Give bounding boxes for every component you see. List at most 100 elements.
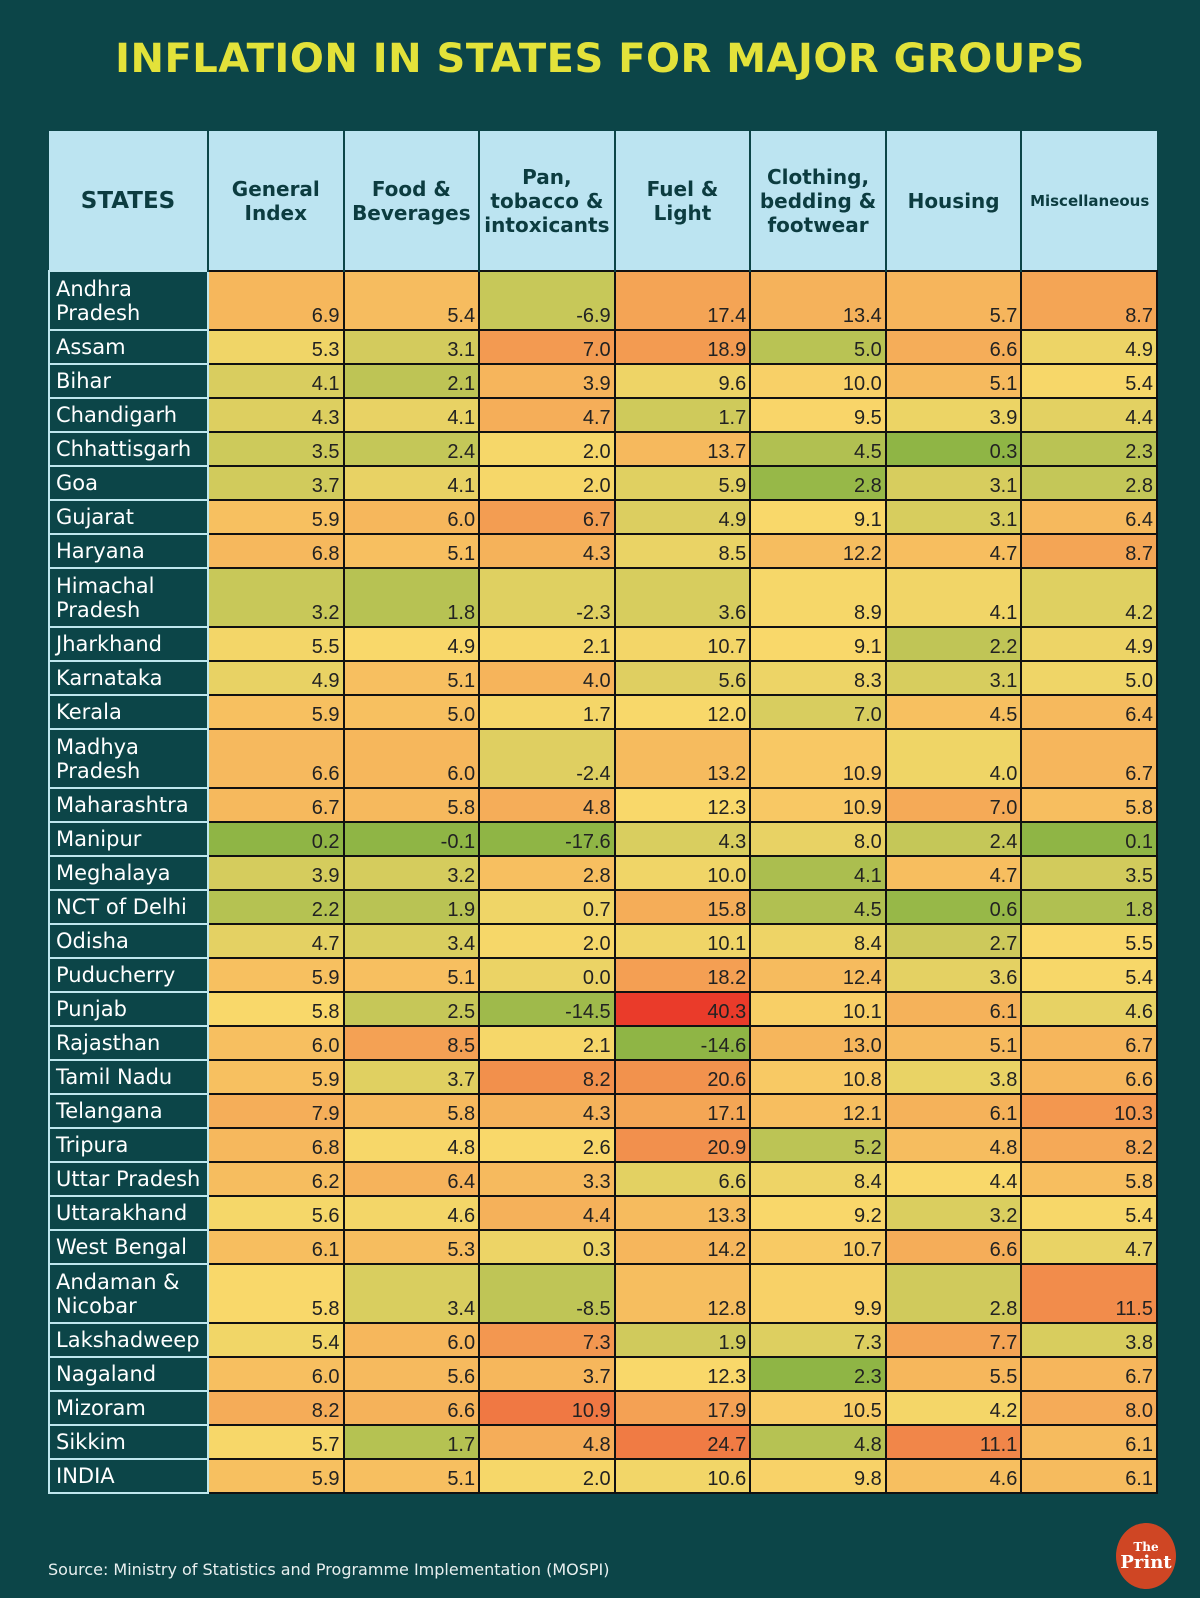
value-cell: 5.1 [342, 1458, 481, 1494]
value-cell: 1.8 [1020, 889, 1158, 925]
value-cell: 2.0 [478, 465, 616, 501]
value-cell: 4.7 [884, 855, 1023, 891]
value-cell: 6.4 [1020, 694, 1158, 730]
table-row: Punjab 5.8 2.5 -14.5 40.3 10.1 6.1 4.6 [48, 991, 1158, 1027]
value-cell: 1.9 [613, 1322, 752, 1358]
value-cell: 17.4 [613, 270, 752, 331]
value-cell: 4.0 [884, 728, 1023, 789]
value-cell: 5.4 [342, 270, 481, 331]
state-name: West Bengal [48, 1229, 209, 1265]
header-pan-tobacco: Pan, tobacco & intoxicants [478, 131, 615, 271]
value-cell: 10.9 [749, 728, 887, 789]
value-cell: 3.5 [207, 431, 345, 467]
value-cell: 5.3 [342, 1229, 481, 1265]
value-cell: 6.6 [613, 1161, 752, 1197]
value-cell: 6.9 [207, 270, 345, 331]
value-cell: 3.7 [478, 1356, 616, 1392]
value-cell: 4.7 [478, 397, 616, 433]
value-cell: 4.7 [1020, 1229, 1158, 1265]
state-name: Meghalaya [48, 855, 209, 891]
value-cell: 3.8 [884, 1059, 1023, 1095]
value-cell: 2.1 [478, 1025, 616, 1061]
value-cell: 4.1 [884, 567, 1023, 628]
value-cell: 2.0 [478, 1458, 616, 1494]
value-cell: 4.7 [884, 533, 1023, 569]
value-cell: 6.4 [1020, 499, 1158, 535]
table-row: Tamil Nadu 5.9 3.7 8.2 20.6 10.8 3.8 6.6 [48, 1059, 1158, 1095]
state-name: Rajasthan [48, 1025, 209, 1061]
state-name: NCT of Delhi [48, 889, 209, 925]
table-row: Jharkhand 5.5 4.9 2.1 10.7 9.1 2.2 4.9 [48, 626, 1158, 662]
value-cell: 10.8 [749, 1059, 887, 1095]
value-cell: 2.6 [478, 1127, 616, 1163]
table-row: Andhra Pradesh 6.9 5.4 -6.9 17.4 13.4 5.7 8.7 [48, 270, 1158, 331]
table-row: NCT of Delhi 2.2 1.9 0.7 15.8 4.5 0.6 1.8 [48, 889, 1158, 925]
state-name: Jharkhand [48, 626, 209, 662]
value-cell: 5.7 [884, 270, 1023, 331]
value-cell: 12.3 [613, 1356, 752, 1392]
value-cell: 8.0 [1020, 1390, 1158, 1426]
value-cell: 6.8 [207, 1127, 345, 1163]
value-cell: 6.7 [1020, 728, 1158, 789]
value-cell: 20.6 [613, 1059, 752, 1095]
value-cell: 4.2 [884, 1390, 1023, 1426]
header-miscellaneous: Miscellaneous [1020, 131, 1157, 271]
state-name: Goa [48, 465, 209, 501]
value-cell: 5.4 [1020, 1195, 1158, 1231]
value-cell: 10.6 [613, 1458, 752, 1494]
value-cell: 4.9 [342, 626, 481, 662]
value-cell: 6.6 [342, 1390, 481, 1426]
value-cell: 4.3 [613, 821, 752, 857]
value-cell: 6.7 [207, 787, 345, 823]
value-cell: 4.3 [478, 1093, 616, 1129]
value-cell: 2.7 [884, 923, 1023, 959]
value-cell: 10.5 [749, 1390, 887, 1426]
table-row: Puducherry 5.9 5.1 0.0 18.2 12.4 3.6 5.4 [48, 957, 1158, 993]
value-cell: 3.4 [342, 923, 481, 959]
value-cell: 9.1 [749, 626, 887, 662]
logo-the: The [1133, 1540, 1159, 1554]
value-cell: -6.9 [478, 270, 616, 331]
value-cell: 6.6 [207, 728, 345, 789]
value-cell: 0.7 [478, 889, 616, 925]
table-row: Uttarakhand 5.6 4.6 4.4 13.3 9.2 3.2 5.4 [48, 1195, 1158, 1231]
value-cell: 3.6 [613, 567, 752, 628]
inflation-table: STATES General Index Food & Beverages Pa… [48, 131, 1158, 1494]
value-cell: 2.4 [884, 821, 1023, 857]
state-name: Sikkim [48, 1424, 209, 1460]
state-name: Chhattisgarh [48, 431, 209, 467]
value-cell: 5.9 [207, 694, 345, 730]
theprint-logo: The Print [1116, 1523, 1176, 1589]
value-cell: 1.8 [342, 567, 481, 628]
state-name: Madhya Pradesh [48, 728, 209, 789]
value-cell: 1.9 [342, 889, 481, 925]
table-row: Sikkim 5.7 1.7 4.8 24.7 4.8 11.1 6.1 [48, 1424, 1158, 1460]
value-cell: 5.9 [207, 1458, 345, 1494]
table-row: INDIA 5.9 5.1 2.0 10.6 9.8 4.6 6.1 [48, 1458, 1158, 1494]
table-row: Karnataka 4.9 5.1 4.0 5.6 8.3 3.1 5.0 [48, 660, 1158, 696]
value-cell: 5.2 [749, 1127, 887, 1163]
table-row: Maharashtra 6.7 5.8 4.8 12.3 10.9 7.0 5.8 [48, 787, 1158, 823]
value-cell: 10.9 [749, 787, 887, 823]
value-cell: 8.9 [749, 567, 887, 628]
value-cell: 6.8 [207, 533, 345, 569]
value-cell: 8.2 [1020, 1127, 1158, 1163]
value-cell: 9.8 [749, 1458, 887, 1494]
value-cell: 15.8 [613, 889, 752, 925]
value-cell: 3.1 [884, 499, 1023, 535]
table-row: Haryana 6.8 5.1 4.3 8.5 12.2 4.7 8.7 [48, 533, 1158, 569]
value-cell: 5.8 [342, 787, 481, 823]
value-cell: 11.5 [1020, 1263, 1158, 1324]
value-cell: 8.5 [613, 533, 752, 569]
value-cell: 3.2 [342, 855, 481, 891]
value-cell: 5.8 [1020, 787, 1158, 823]
value-cell: 1.7 [613, 397, 752, 433]
table-row: Odisha 4.7 3.4 2.0 10.1 8.4 2.7 5.5 [48, 923, 1158, 959]
value-cell: 11.1 [884, 1424, 1023, 1460]
value-cell: 5.4 [207, 1322, 345, 1358]
value-cell: 8.2 [478, 1059, 616, 1095]
value-cell: 8.3 [749, 660, 887, 696]
value-cell: -0.1 [342, 821, 481, 857]
state-name: INDIA [48, 1458, 209, 1494]
value-cell: 10.1 [749, 991, 887, 1027]
